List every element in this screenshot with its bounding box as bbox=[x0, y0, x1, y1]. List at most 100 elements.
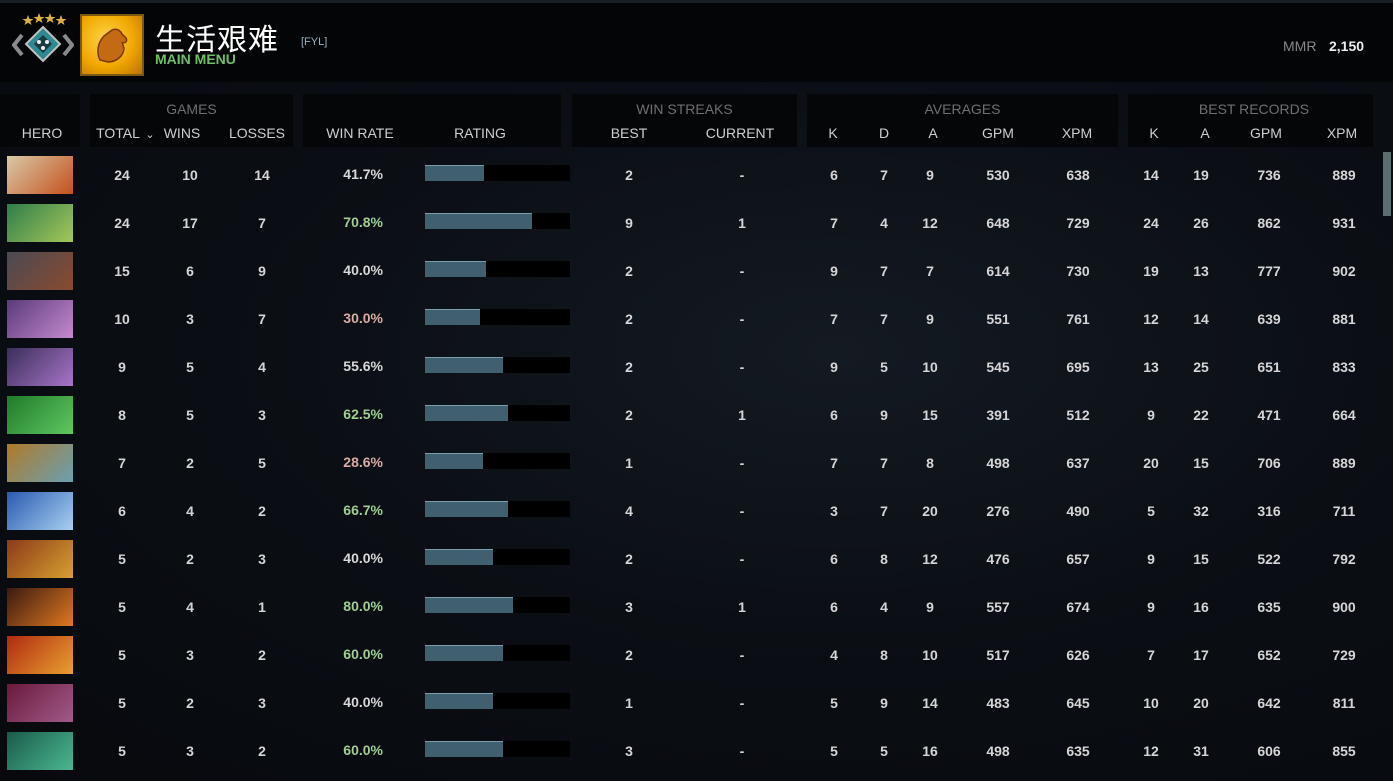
best-kills: 7 bbox=[1147, 647, 1155, 663]
player-avatar[interactable] bbox=[80, 14, 144, 76]
hero-portrait[interactable] bbox=[7, 156, 73, 194]
best-xpm: 729 bbox=[1332, 647, 1356, 663]
col-best-streak[interactable]: BEST bbox=[610, 125, 648, 141]
avg-assists: 12 bbox=[922, 551, 938, 567]
sort-chevron-down-icon[interactable]: ⌄ bbox=[145, 129, 155, 141]
best-xpm: 902 bbox=[1332, 263, 1356, 279]
games-total: 24 bbox=[114, 167, 130, 183]
col-best-k[interactable]: K bbox=[1149, 125, 1159, 141]
table-row[interactable]: 7 2 5 1 - 7 7 8 498 637 20 15 706 889 28.6% bbox=[0, 439, 1380, 487]
win-rate: 60.0% bbox=[343, 742, 383, 758]
table-row[interactable]: 15 6 9 2 - 9 7 7 614 730 19 13 777 902 40.0% bbox=[0, 247, 1380, 295]
rating-bar bbox=[425, 357, 570, 373]
hero-portrait[interactable] bbox=[7, 636, 73, 674]
best-streak: 9 bbox=[625, 215, 633, 231]
col-losses[interactable]: LOSSES bbox=[228, 125, 286, 141]
table-row[interactable]: 5 3 2 3 - 5 5 16 498 635 12 31 606 855 60.0% bbox=[0, 727, 1380, 775]
col-rating[interactable]: RATING bbox=[454, 125, 506, 141]
col-avg-d[interactable]: D bbox=[878, 125, 890, 141]
win-rate: 40.0% bbox=[343, 694, 383, 710]
best-kills: 9 bbox=[1147, 551, 1155, 567]
hero-portrait[interactable] bbox=[7, 732, 73, 770]
col-avg-gpm[interactable]: GPM bbox=[982, 125, 1014, 141]
hero-portrait[interactable] bbox=[7, 348, 73, 386]
games-wins: 3 bbox=[186, 647, 194, 663]
rating-bar-fill bbox=[425, 693, 494, 709]
games-losses: 3 bbox=[258, 407, 266, 423]
rating-bar-fill bbox=[425, 549, 494, 565]
avg-kills: 9 bbox=[830, 359, 838, 375]
avg-gpm: 498 bbox=[986, 743, 1010, 759]
rating-bar bbox=[425, 645, 570, 661]
avg-deaths: 7 bbox=[880, 455, 888, 471]
col-wins[interactable]: WINS bbox=[163, 125, 201, 141]
games-wins: 6 bbox=[186, 263, 194, 279]
avg-kills: 7 bbox=[830, 215, 838, 231]
main-menu-link[interactable]: MAIN MENU bbox=[155, 51, 236, 67]
col-best-gpm[interactable]: GPM bbox=[1250, 125, 1282, 141]
col-best-a[interactable]: A bbox=[1200, 125, 1210, 141]
table-row[interactable]: 5 2 3 1 - 5 9 14 483 645 10 20 642 811 40.0% bbox=[0, 679, 1380, 727]
hero-portrait[interactable] bbox=[7, 588, 73, 626]
hero-portrait[interactable] bbox=[7, 492, 73, 530]
best-gpm: 736 bbox=[1257, 167, 1281, 183]
hero-portrait[interactable] bbox=[7, 204, 73, 242]
col-avg-k[interactable]: K bbox=[828, 125, 838, 141]
col-avg-a[interactable]: A bbox=[928, 125, 938, 141]
rating-bar bbox=[425, 165, 570, 181]
avg-gpm: 498 bbox=[986, 455, 1010, 471]
table-row[interactable]: 24 10 14 2 - 6 7 9 530 638 14 19 736 889 41.7% bbox=[0, 151, 1380, 199]
table-row[interactable]: 8 5 3 2 1 6 9 15 391 512 9 22 471 664 62.5% bbox=[0, 391, 1380, 439]
table-row[interactable]: 10 3 7 2 - 7 7 9 551 761 12 14 639 881 30.0% bbox=[0, 295, 1380, 343]
col-best-xpm[interactable]: XPM bbox=[1326, 125, 1358, 141]
best-streak: 2 bbox=[625, 407, 633, 423]
col-win-rate[interactable]: WIN RATE bbox=[326, 125, 394, 141]
avg-kills: 5 bbox=[830, 743, 838, 759]
games-losses: 2 bbox=[258, 503, 266, 519]
avg-assists: 10 bbox=[922, 359, 938, 375]
rating-bar-fill bbox=[425, 165, 485, 181]
col-current-streak[interactable]: CURRENT bbox=[705, 125, 775, 141]
rating-bar-fill bbox=[425, 261, 486, 277]
avg-xpm: 761 bbox=[1066, 311, 1090, 327]
hero-portrait[interactable] bbox=[7, 444, 73, 482]
win-rate: 80.0% bbox=[343, 598, 383, 614]
games-header-block bbox=[90, 94, 293, 147]
best-assists: 25 bbox=[1193, 359, 1209, 375]
best-assists: 16 bbox=[1193, 599, 1209, 615]
table-row[interactable]: 9 5 4 2 - 9 5 10 545 695 13 25 651 833 55.6% bbox=[0, 343, 1380, 391]
best-xpm: 833 bbox=[1332, 359, 1356, 375]
avg-kills: 6 bbox=[830, 407, 838, 423]
table-row[interactable]: 24 17 7 9 1 7 4 12 648 729 24 26 862 931 70.8% bbox=[0, 199, 1380, 247]
table-row[interactable]: 5 2 3 2 - 6 8 12 476 657 9 15 522 792 40.0% bbox=[0, 535, 1380, 583]
avg-kills: 5 bbox=[830, 695, 838, 711]
table-row[interactable]: 5 4 1 3 1 6 4 9 557 674 9 16 635 900 80.0% bbox=[0, 583, 1380, 631]
col-avg-xpm[interactable]: XPM bbox=[1061, 125, 1093, 141]
best-gpm: 706 bbox=[1257, 455, 1281, 471]
table-row[interactable]: 5 3 2 2 - 4 8 10 517 626 7 17 652 729 60.0% bbox=[0, 631, 1380, 679]
table-row[interactable]: 6 4 2 4 - 3 7 20 276 490 5 32 316 711 66.7% bbox=[0, 487, 1380, 535]
avg-gpm: 276 bbox=[986, 503, 1010, 519]
best-kills: 12 bbox=[1143, 311, 1159, 327]
games-losses: 14 bbox=[254, 167, 270, 183]
hero-portrait[interactable] bbox=[7, 300, 73, 338]
avg-xpm: 637 bbox=[1066, 455, 1090, 471]
avg-gpm: 530 bbox=[986, 167, 1010, 183]
hero-portrait[interactable] bbox=[7, 252, 73, 290]
current-streak: - bbox=[739, 167, 745, 183]
best-assists: 13 bbox=[1193, 263, 1209, 279]
table-scrollbar[interactable] bbox=[1383, 152, 1391, 216]
col-total[interactable]: TOTAL bbox=[96, 125, 140, 141]
col-hero[interactable]: HERO bbox=[21, 125, 63, 141]
avg-kills: 6 bbox=[830, 167, 838, 183]
avg-assists: 9 bbox=[926, 167, 934, 183]
hero-portrait[interactable] bbox=[7, 684, 73, 722]
games-losses: 7 bbox=[258, 215, 266, 231]
rating-bar-fill bbox=[425, 213, 533, 229]
avg-assists: 9 bbox=[926, 311, 934, 327]
avg-deaths: 7 bbox=[880, 263, 888, 279]
hero-portrait[interactable] bbox=[7, 396, 73, 434]
best-records-header-block bbox=[1128, 94, 1373, 147]
hero-portrait[interactable] bbox=[7, 540, 73, 578]
avg-kills: 7 bbox=[830, 455, 838, 471]
